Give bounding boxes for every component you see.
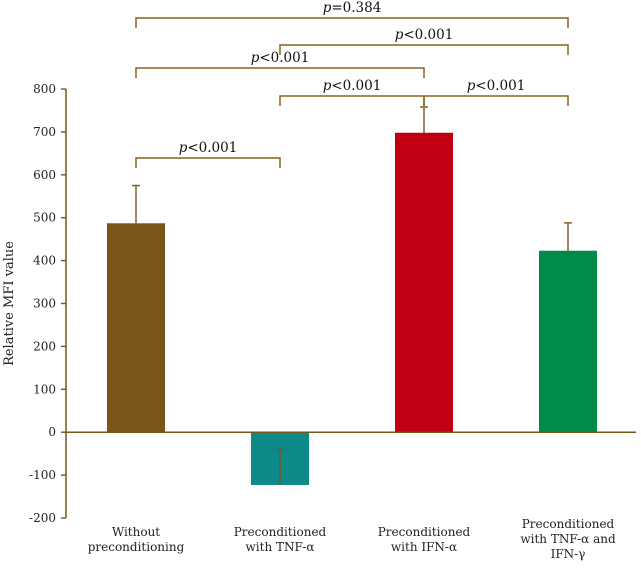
category-label-2-line-1: with IFN-α: [391, 540, 457, 554]
error-bars-layer: [132, 106, 572, 485]
category-label-3-line-2: IFN-γ: [551, 547, 586, 561]
significance-bracket-5: [135, 157, 281, 168]
bar-0: [107, 223, 165, 433]
bar-2: [395, 132, 453, 433]
axes-layer: [61, 88, 636, 519]
p-symbol: p: [323, 78, 332, 94]
y-tick-label-6: 400: [33, 254, 56, 268]
category-label-2-line-0: Preconditioned: [378, 525, 471, 539]
p-value: <0.001: [403, 27, 453, 43]
significance-label-2: p<0.001: [251, 50, 310, 66]
significance-bracket-3: [279, 95, 425, 106]
significance-label-0: p=0.384: [323, 0, 382, 16]
significance-bracket-4: [423, 95, 569, 106]
category-label-3-line-0: Preconditioned: [522, 517, 615, 531]
significance-label-1: p<0.001: [395, 27, 454, 43]
category-label-0-line-1: preconditioning: [88, 540, 185, 554]
significance-label-4: p<0.001: [467, 78, 526, 94]
p-symbol: p: [395, 27, 404, 43]
y-tick-label-3: 100: [33, 382, 56, 396]
p-symbol: p: [323, 0, 332, 16]
significance-bracket-1: [279, 44, 569, 55]
labels-layer: -200 -100 0 100 200 300 400 500 600 700 800 Relativ…: [2, 82, 616, 561]
p-value: <0.001: [331, 78, 381, 94]
y-tick-label-2: 0: [48, 425, 56, 439]
p-value: <0.001: [187, 140, 237, 156]
y-tick-label-0: -200: [29, 511, 56, 525]
p-value: =0.384: [331, 0, 381, 16]
y-axis-title: Relative MFI value: [2, 241, 17, 366]
significance-bracket-2: [135, 67, 425, 78]
bar-3: [539, 250, 597, 433]
p-symbol: p: [467, 78, 476, 94]
y-tick-label-10: 800: [33, 82, 56, 96]
significance-label-3: p<0.001: [323, 78, 382, 94]
p-symbol: p: [251, 50, 260, 66]
significance-bracket-0: [135, 17, 569, 28]
y-tick-label-5: 300: [33, 297, 56, 311]
y-tick-label-1: -100: [29, 468, 56, 482]
category-label-0-line-0: Without: [112, 525, 160, 539]
category-label-3-line-1: with TNF-α and: [520, 532, 616, 546]
bars-layer: [107, 132, 597, 485]
y-tick-label-8: 600: [33, 168, 56, 182]
y-tick-label-4: 200: [33, 339, 56, 353]
y-tick-label-9: 700: [33, 125, 56, 139]
y-tick-label-7: 500: [33, 211, 56, 225]
p-value: <0.001: [259, 50, 309, 66]
p-symbol: p: [179, 140, 188, 156]
p-value: <0.001: [475, 78, 525, 94]
category-label-1-line-1: with TNF-α: [246, 540, 315, 554]
category-label-1-line-0: Preconditioned: [234, 525, 327, 539]
significance-label-5: p<0.001: [179, 140, 238, 156]
